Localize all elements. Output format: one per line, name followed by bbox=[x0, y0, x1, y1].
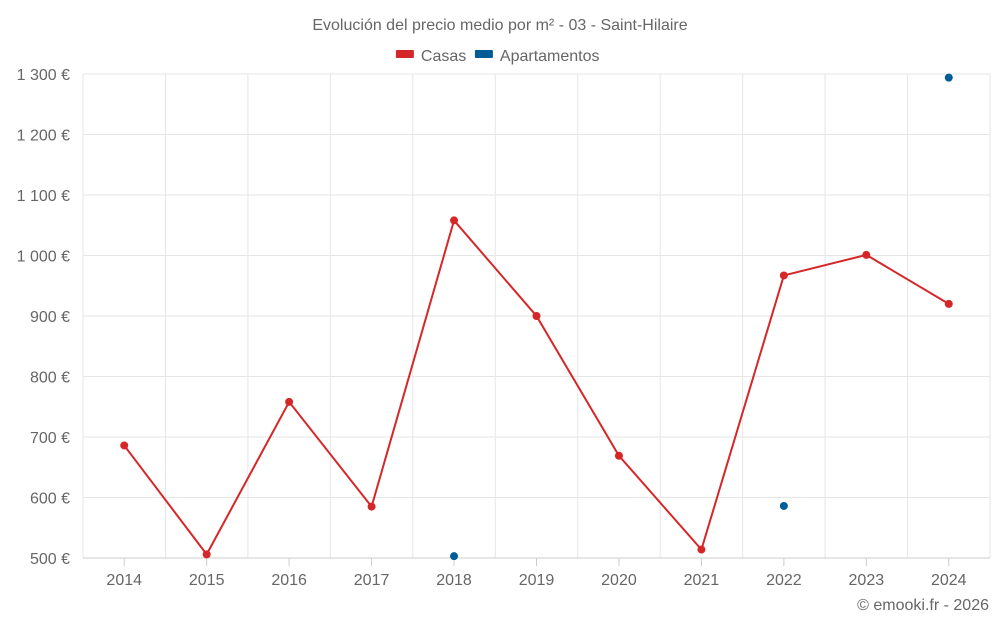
data-point[interactable] bbox=[450, 216, 459, 225]
x-tick-label: 2015 bbox=[189, 572, 225, 589]
data-point[interactable] bbox=[614, 451, 623, 460]
y-tick-label: 700 € bbox=[30, 430, 70, 447]
axis-layer: 500 € 600 € 700 € 800 € 900 € 1 000 € 1 100 € 1… bbox=[17, 67, 990, 589]
data-point[interactable] bbox=[779, 271, 788, 280]
x-tick-label: 2024 bbox=[931, 572, 967, 589]
y-tick-label: 900 € bbox=[30, 309, 70, 326]
y-tick-label: 800 € bbox=[30, 370, 70, 387]
x-tick-label: 2022 bbox=[766, 572, 802, 589]
legend-item-casas[interactable]: Casas bbox=[395, 48, 466, 65]
data-point[interactable] bbox=[202, 550, 211, 559]
data-point[interactable] bbox=[285, 397, 294, 406]
x-tick-label: 2018 bbox=[436, 572, 472, 589]
series-casas bbox=[120, 216, 953, 559]
legend-label: Casas bbox=[421, 48, 466, 65]
legend-item-apartamentos[interactable]: Apartamentos bbox=[474, 48, 600, 65]
x-tick-label: 2019 bbox=[519, 572, 555, 589]
grid-layer bbox=[82, 73, 991, 558]
data-point[interactable] bbox=[450, 552, 459, 561]
x-tick-label: 2021 bbox=[684, 572, 720, 589]
x-tick-label: 2023 bbox=[849, 572, 885, 589]
y-tick-label: 600 € bbox=[30, 491, 70, 508]
x-tick-label: 2016 bbox=[271, 572, 307, 589]
data-point[interactable] bbox=[532, 312, 541, 320]
y-tick-label: 1 200 € bbox=[17, 128, 70, 145]
y-tick-label: 500 € bbox=[30, 551, 70, 568]
data-point[interactable] bbox=[367, 502, 376, 511]
x-tick-label: 2017 bbox=[354, 572, 390, 589]
x-tick-label: 2014 bbox=[106, 572, 142, 589]
data-point[interactable] bbox=[944, 73, 953, 82]
legend: Casas Apartamentos bbox=[395, 48, 600, 65]
data-point[interactable] bbox=[779, 501, 788, 510]
credit-text: © emooki.fr - 2026 bbox=[857, 597, 989, 614]
x-tick-label: 2020 bbox=[601, 572, 637, 589]
data-point[interactable] bbox=[697, 545, 706, 554]
series-layer bbox=[120, 73, 953, 561]
data-point[interactable] bbox=[120, 441, 129, 450]
y-tick-label: 1 000 € bbox=[17, 249, 70, 266]
legend-label: Apartamentos bbox=[500, 48, 600, 65]
data-point[interactable] bbox=[944, 299, 953, 308]
legend-swatch bbox=[395, 50, 414, 58]
y-tick-label: 1 100 € bbox=[17, 188, 70, 205]
y-tick-label: 1 300 € bbox=[17, 67, 70, 84]
data-point[interactable] bbox=[862, 250, 871, 259]
series-apartamentos bbox=[450, 73, 953, 561]
chart-title: Evolución del precio medio por m² - 03 -… bbox=[312, 17, 687, 34]
legend-swatch bbox=[474, 50, 493, 58]
